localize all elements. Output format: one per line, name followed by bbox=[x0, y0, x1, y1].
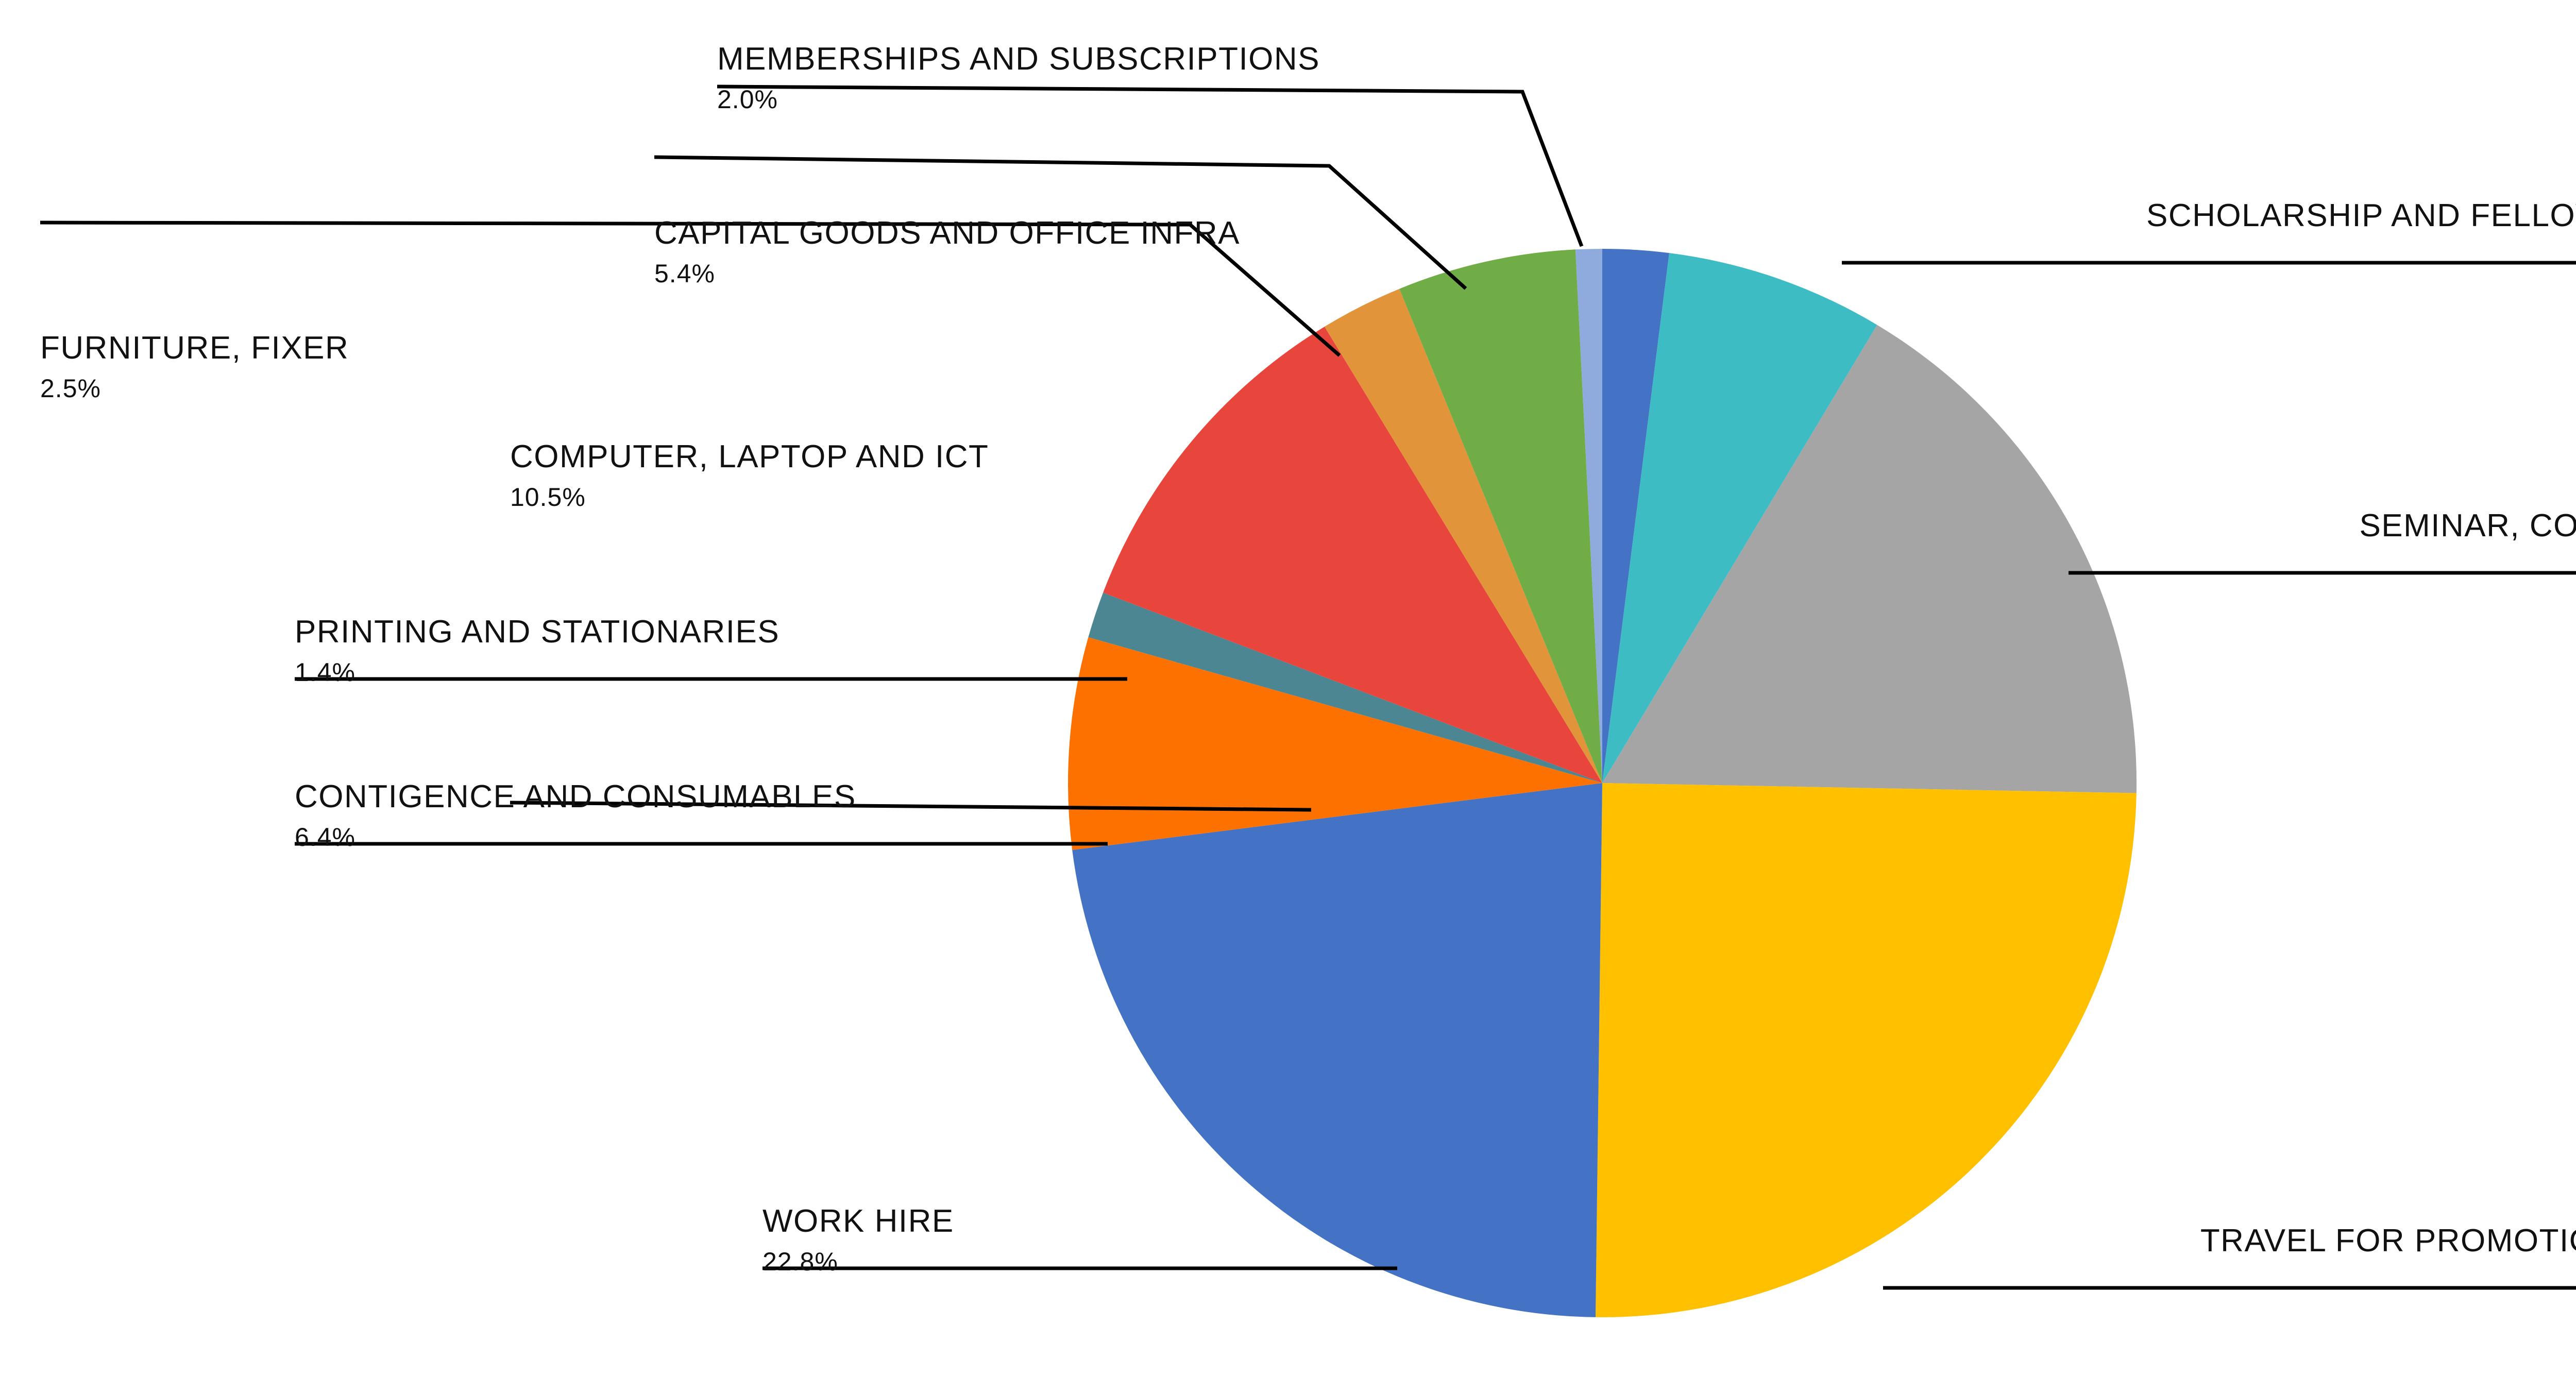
slice-label-computer-pct: 10.5% bbox=[510, 483, 586, 512]
slice-label-printing: PRINTING AND STATIONARIES 1.4% bbox=[295, 614, 780, 687]
slice-label-capital-goods-pct: 5.4% bbox=[654, 259, 715, 288]
slice-label-printing-name: PRINTING AND STATIONARIES bbox=[295, 614, 780, 650]
slice-label-travel-pct: 24.9% bbox=[2200, 1268, 2576, 1294]
slice-label-seminar: SEMINAR, CONFERENCE, EVENTS AND DELE... … bbox=[2359, 510, 2576, 579]
slice-label-furniture: FURNITURE, FIXER 2.5% bbox=[40, 330, 349, 403]
slice-label-contigence: CONTIGENCE AND CONSUMABLES 6.4% bbox=[295, 779, 856, 852]
leader-lines bbox=[40, 84, 2576, 1290]
slice-label-printing-pct: 1.4% bbox=[295, 658, 355, 687]
slice-label-contigence-pct: 6.4% bbox=[295, 823, 355, 852]
pie-slice[interactable] bbox=[1602, 325, 2137, 793]
pie-slice[interactable] bbox=[1072, 783, 1602, 1317]
slice-label-contigence-name: CONTIGENCE AND CONSUMABLES bbox=[295, 779, 856, 814]
slice-label-scholarship-pct: 6.6% bbox=[2146, 243, 2576, 269]
slice-label-computer-name: COMPUTER, LAPTOP AND ICT bbox=[510, 439, 989, 474]
slice-label-scholarship-name: SCHOLARSHIP AND FELLOWSHIP, AWARDS, REWA… bbox=[2146, 198, 2576, 233]
slice-label-work-hire: WORK HIRE 22.8% bbox=[762, 1203, 954, 1276]
pie-slice[interactable] bbox=[1595, 783, 2137, 1318]
pie-slice[interactable] bbox=[1399, 249, 1602, 783]
pie-slice[interactable] bbox=[1602, 253, 1877, 784]
slice-label-computer: COMPUTER, LAPTOP AND ICT 10.5% bbox=[510, 439, 989, 512]
slice-label-capital-goods: CAPITAL GOODS AND OFFICE INFRA 5.4% bbox=[654, 215, 1241, 288]
leader-line-capital-goods bbox=[654, 155, 1467, 290]
slice-label-work-hire-pct: 22.8% bbox=[762, 1247, 838, 1276]
pie-slice[interactable] bbox=[1068, 637, 1602, 850]
slice-label-scholarship: SCHOLARSHIP AND FELLOWSHIP, AWARDS, REWA… bbox=[2146, 200, 2576, 269]
slice-label-travel: TRAVEL FOR PROMOTION OF INTERNATIONAL RE… bbox=[2200, 1225, 2576, 1294]
leader-line-furniture bbox=[40, 220, 1341, 357]
pie-slice[interactable] bbox=[1575, 249, 1602, 783]
leader-line-memberships bbox=[717, 84, 1584, 247]
pie-slice[interactable] bbox=[1088, 592, 1602, 783]
slice-label-seminar-pct: 16.7% bbox=[2359, 553, 2576, 579]
pie-slice[interactable] bbox=[1324, 288, 1602, 783]
slice-label-memberships-name: MEMBERSHIPS AND SUBSCRIPTIONS bbox=[717, 41, 1320, 77]
slice-label-memberships-pct: 2.0% bbox=[717, 85, 778, 114]
slice-label-furniture-name: FURNITURE, FIXER bbox=[40, 330, 349, 366]
slice-label-furniture-pct: 2.5% bbox=[40, 374, 101, 403]
pie-slices bbox=[1068, 249, 2137, 1318]
slice-label-capital-goods-name: CAPITAL GOODS AND OFFICE INFRA bbox=[654, 215, 1241, 251]
slice-label-work-hire-name: WORK HIRE bbox=[762, 1203, 954, 1239]
slice-label-memberships: MEMBERSHIPS AND SUBSCRIPTIONS 2.0% bbox=[717, 41, 1320, 114]
leader-line-computer bbox=[510, 801, 1312, 812]
slice-label-seminar-name: SEMINAR, CONFERENCE, EVENTS AND DELE... bbox=[2359, 508, 2576, 543]
pie-slice[interactable] bbox=[1103, 327, 1602, 783]
slice-label-travel-name: TRAVEL FOR PROMOTION OF INTERNATIONAL RE… bbox=[2200, 1223, 2576, 1259]
pie-slice[interactable] bbox=[1602, 249, 1669, 783]
